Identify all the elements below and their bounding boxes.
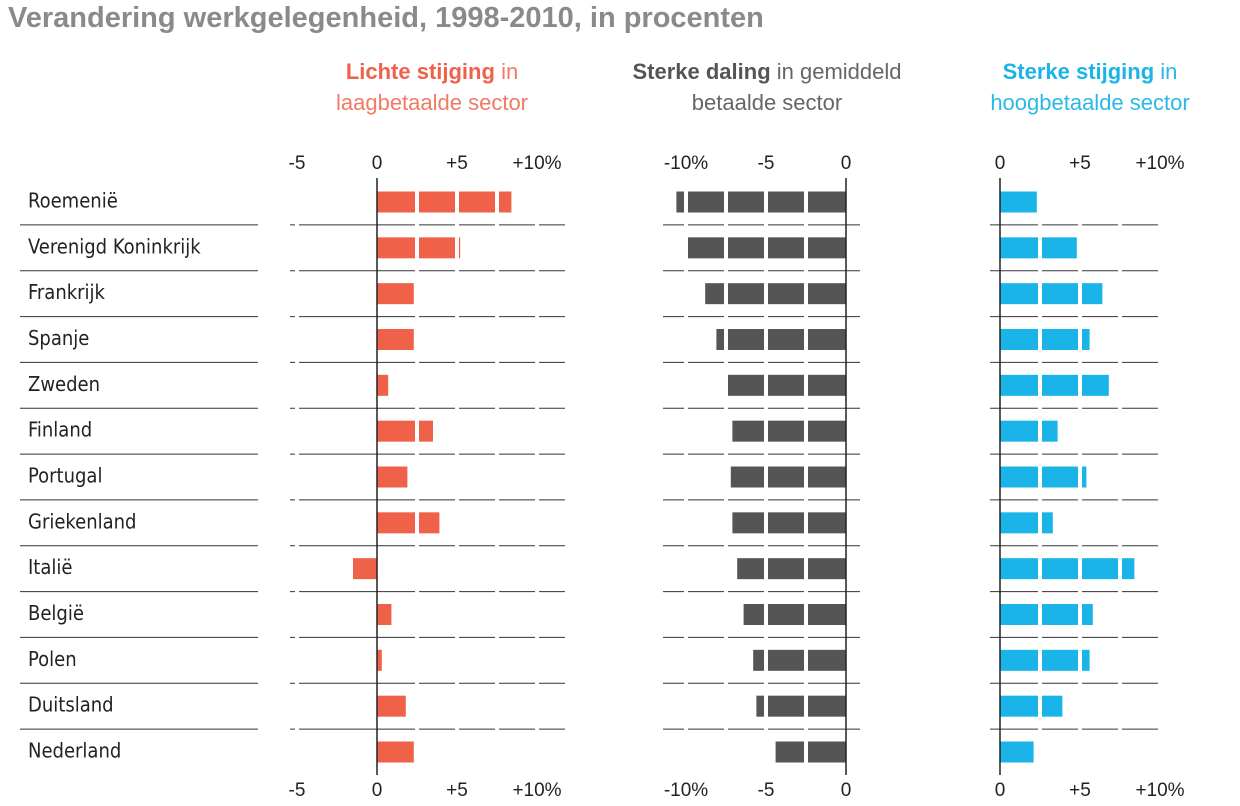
bar xyxy=(753,649,846,671)
x-tick-label: 0 xyxy=(372,780,383,801)
category-label: Roemenië xyxy=(28,189,118,213)
x-tick-label: +5 xyxy=(446,780,468,801)
bar xyxy=(676,191,846,213)
x-tick-label: +10% xyxy=(512,153,561,174)
x-tick-label: -5 xyxy=(758,780,775,801)
x-tick-label: -5 xyxy=(289,780,306,801)
bar xyxy=(775,741,846,763)
x-tick-label: 0 xyxy=(841,153,852,174)
bar xyxy=(727,374,846,396)
category-label: Frankrijk xyxy=(28,280,106,304)
x-tick-label: -10% xyxy=(664,780,708,801)
x-tick-label: +5 xyxy=(1069,780,1091,801)
bar xyxy=(377,420,433,442)
panel-title-bold: Lichte stijging xyxy=(345,59,495,84)
bar xyxy=(377,649,382,671)
panel-title-rest: in laagbetaalde sector xyxy=(335,59,529,115)
bar xyxy=(730,466,846,488)
x-tick-label: -5 xyxy=(289,153,306,174)
bar xyxy=(377,741,414,763)
bar xyxy=(377,695,406,717)
chart-title: Verandering werkgelegenheid, 1998-2010, … xyxy=(8,2,764,34)
bar xyxy=(716,329,846,350)
panel-title-bold: Sterke stijging xyxy=(1002,59,1155,84)
x-tick-label: -10% xyxy=(664,153,708,174)
bar xyxy=(737,558,846,580)
x-tick-label: 0 xyxy=(995,153,1006,174)
bar xyxy=(1000,329,1090,350)
bar xyxy=(377,191,512,213)
category-label: België xyxy=(28,601,84,625)
x-tick-label: -5 xyxy=(758,153,775,174)
category-label: Zweden xyxy=(28,372,100,396)
bar xyxy=(1000,695,1063,717)
bar xyxy=(1000,741,1034,763)
x-tick-label: +10% xyxy=(512,780,561,801)
bar xyxy=(377,604,392,625)
bar xyxy=(1000,604,1093,625)
x-tick-label: 0 xyxy=(841,780,852,801)
bar xyxy=(377,374,389,396)
bar xyxy=(377,283,414,305)
bar xyxy=(1000,374,1109,396)
x-tick-label: +5 xyxy=(446,153,468,174)
category-label: Italië xyxy=(28,555,72,579)
panel-title: Lichte stijging in laagbetaalde sector xyxy=(317,56,547,118)
bar xyxy=(1000,558,1135,580)
x-tick-label: 0 xyxy=(372,153,383,174)
bar xyxy=(1000,512,1053,534)
x-tick-label: +10% xyxy=(1135,153,1184,174)
bar xyxy=(756,695,846,717)
bar xyxy=(1000,649,1090,671)
bar xyxy=(732,420,846,442)
panel-title: Sterke stijging in hoogbetaalde sector xyxy=(975,56,1205,118)
bar xyxy=(377,512,440,534)
x-tick-label: +5 xyxy=(1069,153,1091,174)
category-label: Duitsland xyxy=(28,693,114,717)
bar xyxy=(705,283,846,305)
category-label: Verenigd Koninkrijk xyxy=(28,234,201,258)
panel-title-bold: Sterke daling xyxy=(632,59,771,84)
bar xyxy=(1000,466,1087,488)
bar xyxy=(1000,420,1058,442)
panel-title-rest: in hoogbetaalde sector xyxy=(990,59,1190,115)
category-label: Finland xyxy=(28,418,92,442)
bar xyxy=(377,466,408,488)
category-label: Spanje xyxy=(28,326,89,350)
bar xyxy=(1000,283,1103,305)
x-tick-label: +10% xyxy=(1135,780,1184,801)
bar xyxy=(377,329,414,350)
category-label: Portugal xyxy=(28,464,102,488)
bar xyxy=(353,558,377,580)
bar xyxy=(732,512,846,534)
category-label: Nederland xyxy=(28,739,121,763)
category-label: Griekenland xyxy=(28,509,136,533)
panel-title: Sterke daling in gemiddeld betaalde sect… xyxy=(632,56,902,118)
x-tick-label: 0 xyxy=(995,780,1006,801)
bar xyxy=(1000,191,1037,213)
bar xyxy=(743,604,846,625)
panel-title-rest: in gemiddeld betaalde sector xyxy=(691,59,902,115)
category-label: Polen xyxy=(28,647,77,671)
